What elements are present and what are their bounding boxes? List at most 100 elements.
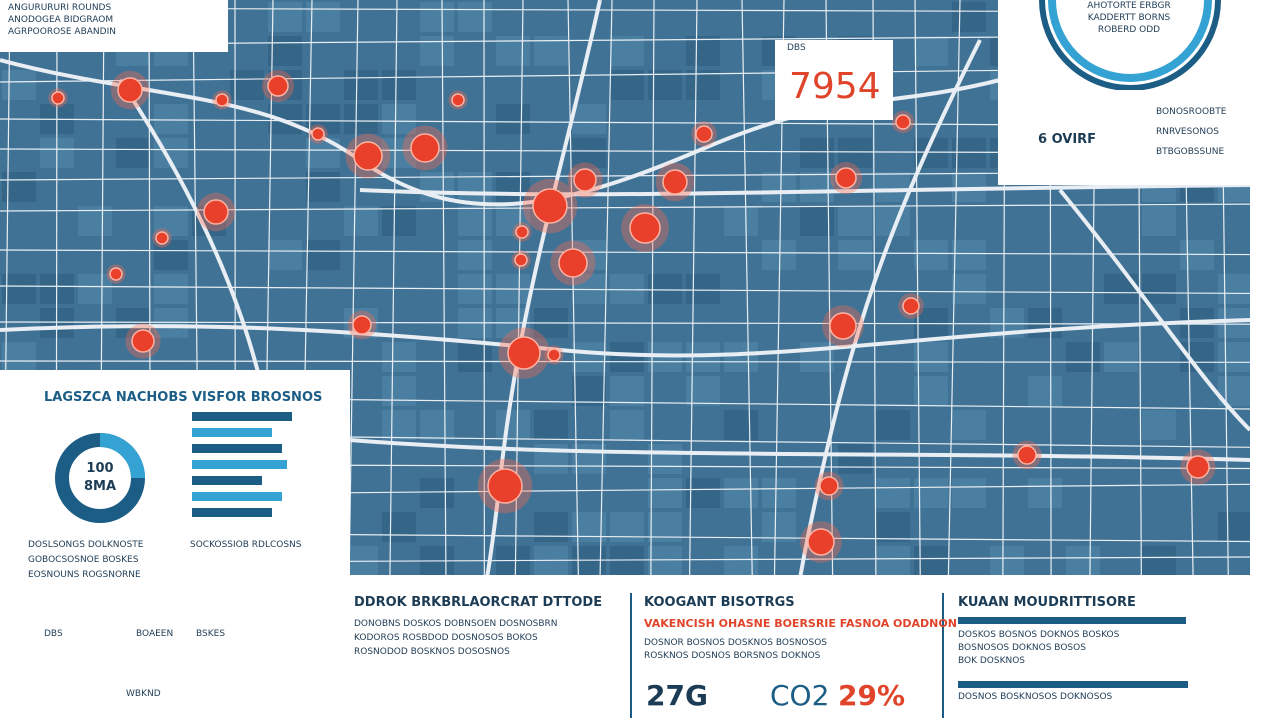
main-road [0, 318, 1251, 358]
legend-list: ANGURURURI ROUNDS ANODOGEA BIDGRAOM AGRP… [0, 0, 228, 40]
block [914, 36, 948, 66]
block [420, 2, 454, 32]
donut-line: 100 [86, 461, 114, 476]
legend-line: AGRPOOROSE ABANDIN [8, 27, 116, 37]
block [876, 172, 910, 202]
block [648, 478, 682, 508]
bar [192, 492, 282, 501]
block [534, 512, 568, 542]
footer-label: WBKND [126, 689, 161, 699]
block [724, 342, 758, 372]
block [572, 376, 606, 406]
block [610, 410, 644, 440]
block [610, 342, 644, 372]
block [914, 342, 948, 372]
block [382, 342, 416, 372]
block [648, 546, 682, 576]
donut-center: 100 8MA [70, 460, 130, 496]
bar [192, 460, 287, 469]
block [762, 172, 796, 202]
legend-panel: ANGURURURI ROUNDS ANODOGEA BIDGRAOM AGRP… [0, 0, 228, 52]
edge-strip [1250, 0, 1280, 720]
bar [192, 412, 292, 421]
figure: 27G [646, 679, 708, 712]
block [2, 342, 36, 372]
block [1028, 376, 1062, 406]
street [0, 360, 1251, 363]
bar [192, 444, 282, 453]
note: DOSLSONGS DOLKNOSTE [28, 540, 144, 550]
gauge-ring [1048, 0, 1212, 82]
hotspot [215, 93, 229, 107]
bottom-panel: DDROK BRKBRLAORCRAT DTTODE DONOBNS DOSKO… [350, 575, 1250, 720]
main-road [118, 78, 262, 381]
block [952, 478, 986, 508]
hotspot [410, 133, 440, 163]
panel-text: DOSKOS BOSNOS DOKNOS BOSKOS BOSNOSOS DOK… [958, 629, 1119, 668]
block [154, 104, 188, 134]
block [2, 274, 36, 304]
block [952, 274, 986, 304]
block [382, 138, 416, 168]
hotspot [547, 348, 561, 362]
figure: CO2 [770, 679, 830, 712]
footer-label: BSKES [196, 629, 226, 639]
hotspot [203, 199, 229, 225]
panel-line: ROSNODOD BOSKNOS DOSOSNOS [354, 647, 510, 657]
block [724, 410, 758, 440]
gauge [1039, 0, 1221, 90]
note: GOBOCSOSNOE BOSKES [28, 555, 139, 565]
hotspot [1017, 445, 1037, 465]
block [838, 240, 872, 270]
block [686, 274, 720, 304]
hotspot [155, 231, 169, 245]
panel-line: DONOBNS DOSKOS DOBNSOEN DOSNOSBRN [354, 619, 558, 629]
block [306, 104, 340, 134]
block [1218, 512, 1252, 542]
hotspot [451, 93, 465, 107]
block [876, 410, 910, 440]
footer-label: DBS [44, 629, 63, 639]
panel-title: DDROK BRKBRLAORCRAT DTTODE [354, 595, 603, 610]
block [382, 206, 416, 236]
block [1104, 342, 1138, 372]
hotspot [829, 312, 857, 340]
block [382, 104, 416, 134]
block [686, 376, 720, 406]
street [0, 285, 1251, 295]
block [610, 36, 644, 66]
hotspot [807, 528, 835, 556]
block [154, 240, 188, 270]
block [154, 308, 188, 338]
panel-line: BOSNOSOS DOKNOS BOSOS [958, 643, 1086, 653]
bar [192, 476, 262, 485]
panel-line: BOK DOSKNOS [958, 656, 1026, 666]
hotspot [267, 75, 289, 97]
block [344, 104, 378, 134]
block [762, 240, 796, 270]
stats-line: BTBGOBSSUNE [1156, 147, 1225, 157]
block [990, 546, 1024, 576]
stats-list: BONOSROOBTE RNRVESONOS BTBGOBSSUNE [1156, 102, 1226, 162]
panel-title: KUAAN MOUDRITTISORE [958, 595, 1136, 610]
panel-line: KODOROS ROSBDOD DOSNOSOS BOKOS [354, 633, 538, 643]
block [268, 240, 302, 270]
block [116, 138, 150, 168]
block [382, 376, 416, 406]
block [382, 70, 416, 100]
block [648, 444, 682, 474]
hotspot [895, 114, 911, 130]
block [914, 376, 948, 406]
gauge-line: AHOTORTE ERBGR [1087, 1, 1171, 11]
hotspot [515, 225, 529, 239]
hotspot [487, 468, 523, 504]
block [838, 444, 872, 474]
block [496, 410, 530, 440]
note: EOSNOUNS ROGSNORNE [28, 570, 141, 580]
block [534, 410, 568, 440]
bars-title: VISFOR BROSNOS [192, 390, 323, 405]
divider [630, 593, 632, 718]
figure: 29% [838, 679, 906, 712]
block [838, 206, 872, 236]
